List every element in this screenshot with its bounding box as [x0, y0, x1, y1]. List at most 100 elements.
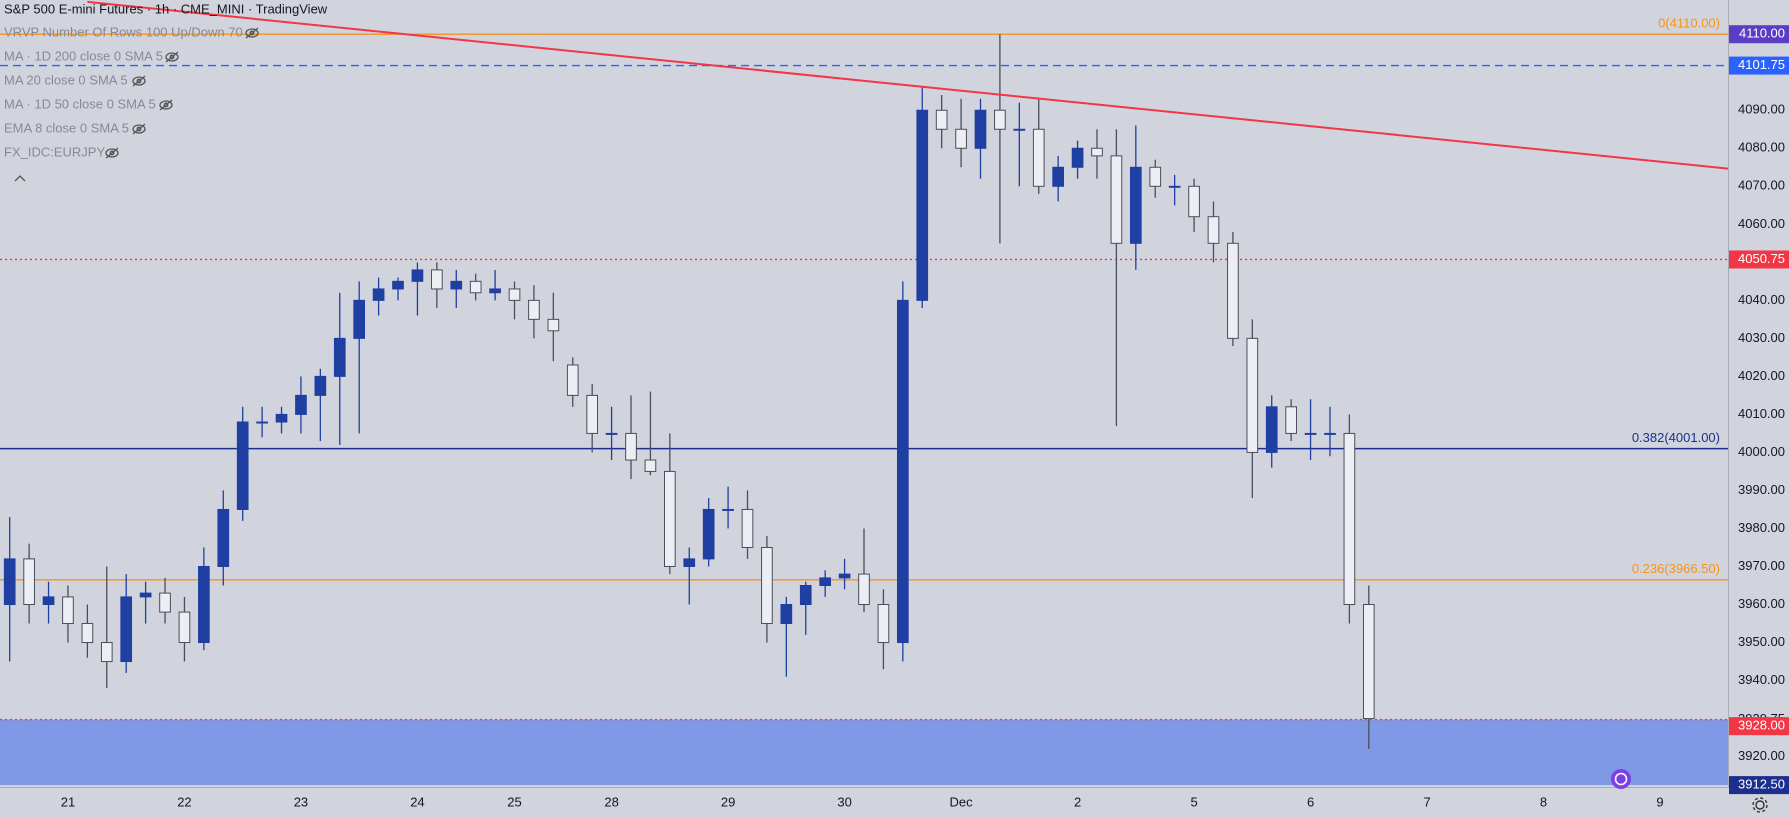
candle-body	[1168, 185, 1181, 188]
candle-body	[916, 109, 929, 301]
x-tick-label: 24	[410, 794, 424, 809]
legend: S&P 500 E-mini Futures · 1h · CME_MINI ·…	[4, 1, 328, 159]
candle-body	[935, 109, 948, 130]
support-zone	[0, 719, 1728, 786]
y-tick-label: 3990.00	[1738, 482, 1785, 497]
trendline	[87, 0, 1728, 170]
indicator-label: VRVP Number Of Rows 100 Up/Down 70	[4, 24, 243, 39]
x-tick-label: 5	[1190, 794, 1197, 809]
x-tick-label: 28	[604, 794, 618, 809]
price-tag-label: 3912.50	[1738, 777, 1785, 792]
replay-icon[interactable]	[1611, 769, 1631, 789]
x-tick-label: 22	[177, 794, 191, 809]
candle-body	[1246, 337, 1259, 453]
candle-body	[1110, 155, 1123, 244]
fib-label: 0.236(3966.50)	[1632, 561, 1720, 576]
candle-body	[100, 642, 113, 663]
y-tick-label: 3940.00	[1738, 672, 1785, 687]
candle-body	[858, 573, 870, 606]
candle-body	[1207, 216, 1220, 244]
x-tick-label: 21	[61, 794, 75, 809]
candle-body	[566, 364, 579, 396]
candle-body	[431, 269, 443, 290]
candle-body	[372, 288, 385, 301]
candle-body	[256, 421, 268, 424]
y-tick-label: 4040.00	[1738, 292, 1785, 307]
price-tag	[1729, 25, 1789, 44]
y-tick-label: 4000.00	[1738, 444, 1785, 459]
candle-body	[3, 558, 16, 606]
eye-icon[interactable]	[245, 27, 259, 39]
candle-body	[178, 611, 191, 644]
x-tick-label: 2	[1074, 794, 1081, 809]
legend-icons	[14, 27, 259, 182]
candle-body	[1265, 406, 1278, 453]
candle-body	[489, 288, 501, 294]
axes: 3920.00 3940.00 3950.00 3960.00 3970.00 3980.…	[61, 25, 1789, 809]
x-tick-label: 8	[1540, 794, 1547, 809]
y-tick-label: 4010.00	[1738, 406, 1785, 421]
y-tick-label: 4080.00	[1738, 140, 1785, 155]
candle-body	[644, 459, 657, 472]
fib-label: 0(4110.00)	[1658, 16, 1720, 31]
candle-body	[198, 565, 210, 644]
settings-icon[interactable]	[1752, 797, 1768, 813]
x-tick-label: Dec	[950, 794, 974, 809]
eye-icon[interactable]	[132, 75, 146, 87]
y-tick-label: 3950.00	[1738, 634, 1785, 649]
collapse-icon[interactable]	[14, 175, 26, 182]
price-tag	[1729, 250, 1789, 269]
candle-body	[761, 546, 773, 625]
candle-body	[605, 432, 618, 435]
price-tag-label: 4101.75	[1738, 57, 1785, 72]
candle-body	[236, 421, 249, 510]
y-tick-label: 4070.00	[1738, 178, 1785, 193]
candle-body	[664, 470, 676, 567]
x-tick-label: 23	[294, 794, 308, 809]
candle-body	[411, 269, 424, 282]
candle-body	[159, 592, 171, 613]
candle-body	[353, 299, 366, 339]
candle-body	[1149, 166, 1162, 187]
price-tag-label: 4050.75	[1738, 251, 1785, 266]
candle-body	[838, 573, 851, 579]
fib-label: 0.382(4001.00)	[1632, 430, 1720, 445]
y-tick-label: 4020.00	[1738, 368, 1785, 383]
candle-body	[1362, 604, 1375, 720]
candle-body	[955, 128, 967, 149]
eye-icon[interactable]	[159, 99, 173, 111]
indicator-label: MA 20 close 0 SMA 5	[4, 72, 128, 87]
price-tag-label: 4110.00	[1739, 26, 1785, 41]
y-tick-label: 4030.00	[1738, 330, 1785, 345]
candle-body	[877, 604, 890, 644]
candle-body	[547, 318, 560, 332]
x-tick-label: 7	[1423, 794, 1430, 809]
eye-icon[interactable]	[105, 147, 119, 159]
candle-body	[702, 508, 715, 560]
candle-body	[625, 432, 637, 461]
x-tick-label: 6	[1307, 794, 1314, 809]
indicator-label: MA · 1D 50 close 0 SMA 5	[4, 96, 156, 111]
candle-body	[741, 508, 754, 548]
candle-body	[1091, 147, 1103, 157]
price-tag-label: 3928.00	[1738, 718, 1785, 733]
candle-body	[1052, 166, 1064, 187]
y-tick-label: 4060.00	[1738, 216, 1785, 231]
candle-body	[1032, 128, 1045, 187]
eye-icon[interactable]	[165, 51, 179, 63]
price-tag	[1729, 776, 1789, 795]
candle-body	[333, 337, 346, 377]
x-tick-label: 25	[507, 794, 521, 809]
candle-body	[1343, 432, 1356, 606]
candle-body	[81, 623, 94, 644]
candle-body	[469, 280, 482, 294]
x-tick-label: 29	[721, 794, 735, 809]
eye-icon[interactable]	[132, 123, 146, 135]
indicator-label: MA · 1D 200 close 0 SMA 5	[4, 48, 163, 63]
candle-body	[1324, 432, 1336, 435]
candle-body	[1013, 128, 1026, 131]
candle-body	[120, 596, 133, 663]
y-tick-label: 3970.00	[1738, 558, 1785, 573]
candle-body	[1071, 147, 1084, 168]
